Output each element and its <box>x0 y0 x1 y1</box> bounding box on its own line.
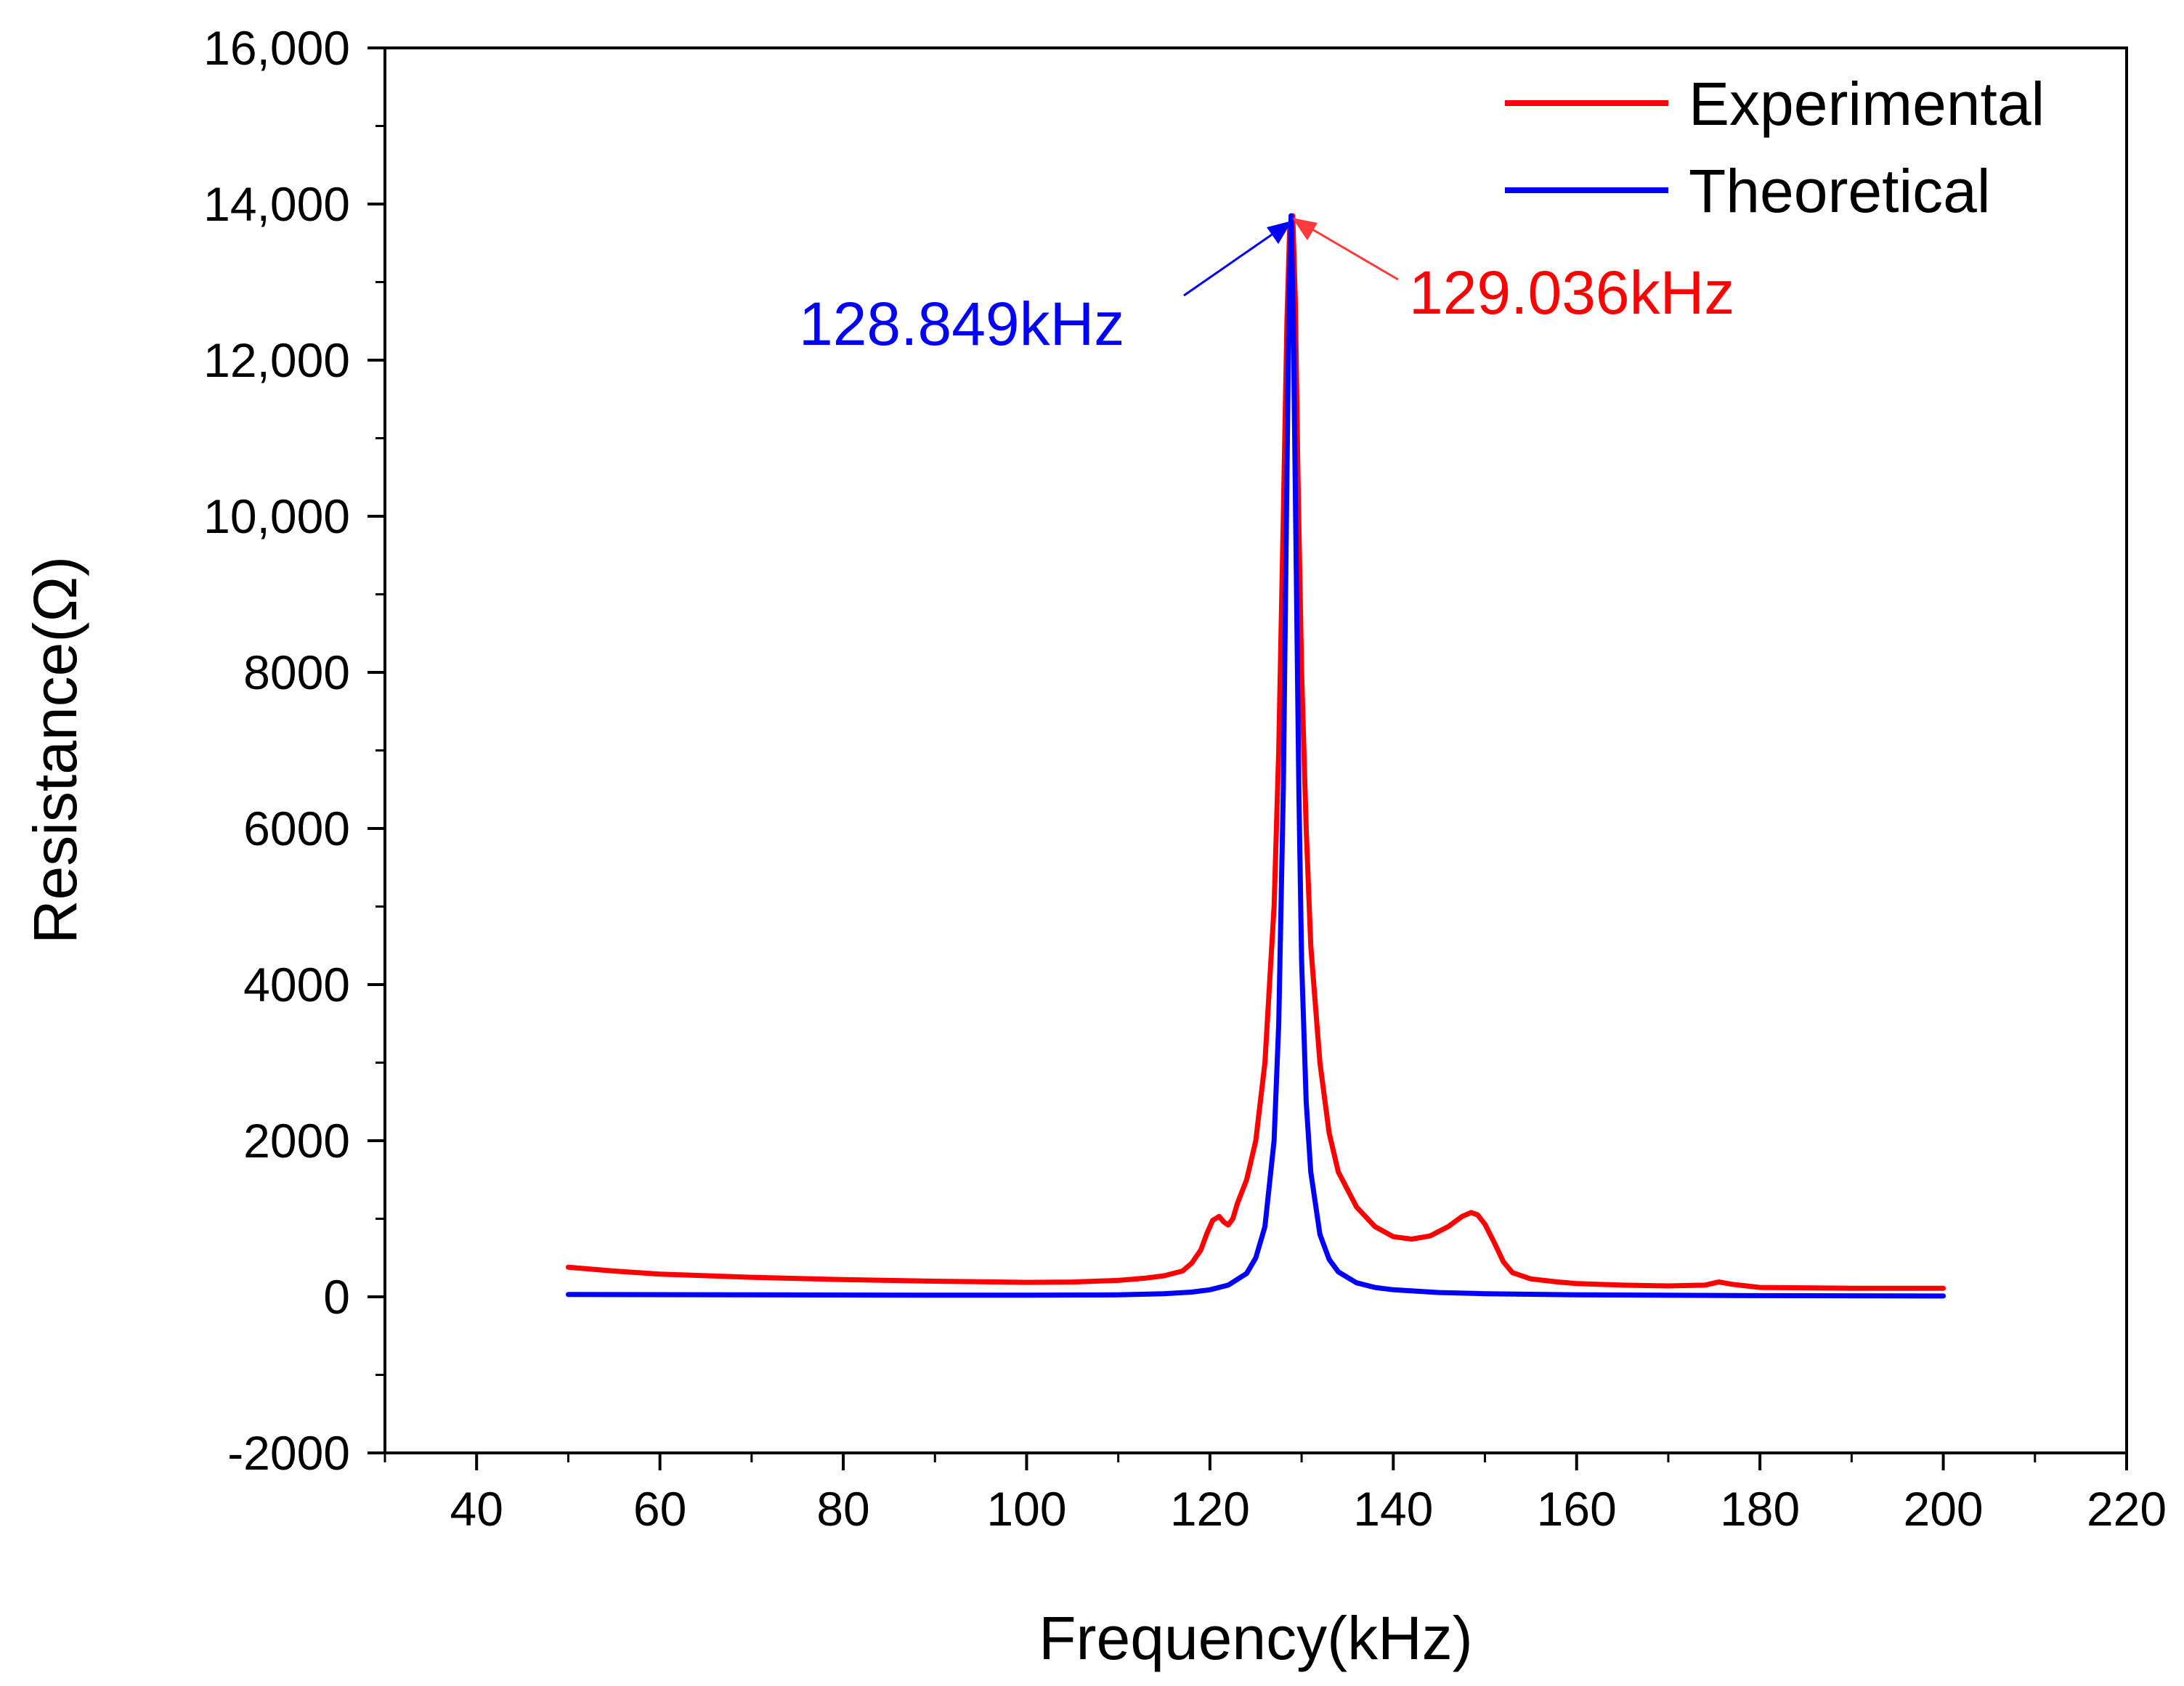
legend-label-experimental: Experimental <box>1689 70 2045 138</box>
y-axis-ticks: -2000 0 2000 4000 6000 8000 10,000 12,000 14,000… <box>203 21 385 1480</box>
annotation-arrow-theoretical <box>1183 224 1286 297</box>
annotation-arrowhead-theoretical <box>1267 221 1292 244</box>
x-tick-label: 100 <box>986 1482 1066 1536</box>
y-tick-label: 16,000 <box>203 21 350 75</box>
series-layer <box>565 213 1946 1299</box>
y-axis-title: Resistance(Ω) <box>21 556 89 944</box>
x-tick-label: 120 <box>1170 1482 1250 1536</box>
annotation-arrows <box>1183 218 1399 297</box>
x-tick-label: 200 <box>1904 1482 1984 1536</box>
series-line-theoretical <box>565 213 1946 1299</box>
x-tick-label: 180 <box>1720 1482 1800 1536</box>
x-tick-label: 60 <box>633 1482 686 1536</box>
annotation-theoretical-peak: 128.849kHz <box>799 290 1124 358</box>
legend-label-theoretical: Theoretical <box>1689 157 1991 225</box>
y-tick-label: 10,000 <box>203 489 350 543</box>
x-axis-ticks: 40 60 80 100 120 140 160 180 200 220 <box>383 1453 2167 1536</box>
y-tick-label: -2000 <box>227 1426 350 1480</box>
x-tick-label: 160 <box>1537 1482 1617 1536</box>
y-tick-label: 8000 <box>243 646 350 699</box>
legend: Experimental Theoretical <box>1505 70 2045 225</box>
x-tick-label: 80 <box>816 1482 869 1536</box>
y-tick-label: 12,000 <box>203 333 350 387</box>
y-tick-label: 14,000 <box>203 177 350 231</box>
annotation-arrow-experimental <box>1299 221 1399 281</box>
y-tick-label: 0 <box>323 1270 350 1324</box>
x-tick-label: 140 <box>1353 1482 1433 1536</box>
series-line-experimental <box>565 213 1946 1291</box>
plot-frame <box>383 46 2128 1454</box>
annotation-arrowhead-experimental <box>1292 218 1318 240</box>
x-axis-title: Frequency(kHz) <box>1039 1604 1472 1672</box>
y-tick-label: 2000 <box>243 1114 350 1168</box>
x-tick-label: 220 <box>2087 1482 2167 1536</box>
y-tick-label: 4000 <box>243 958 350 1011</box>
annotation-experimental-peak: 129.036kHz <box>1409 258 1734 327</box>
x-tick-label: 40 <box>450 1482 503 1536</box>
y-tick-label: 6000 <box>243 802 350 855</box>
